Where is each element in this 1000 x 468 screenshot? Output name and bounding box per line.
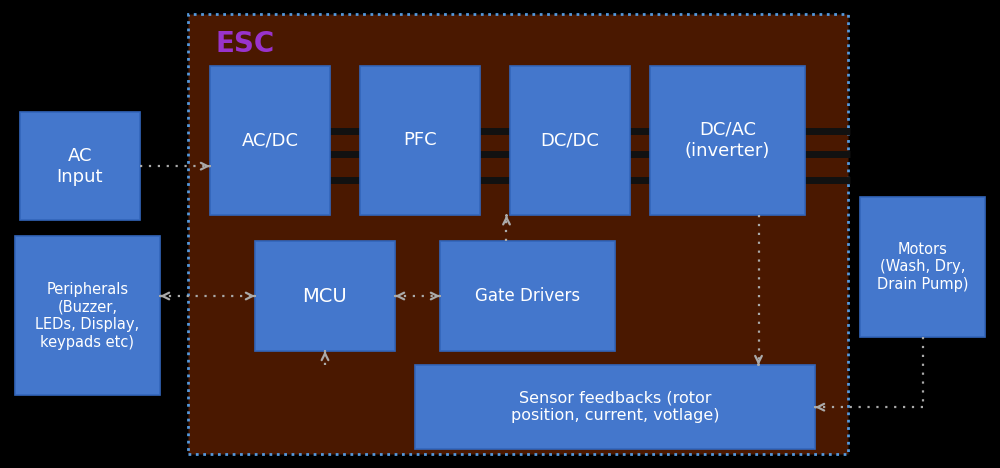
Text: PFC: PFC	[403, 132, 437, 149]
Text: Motors
(Wash, Dry,
Drain Pump): Motors (Wash, Dry, Drain Pump)	[877, 242, 968, 292]
FancyBboxPatch shape	[15, 236, 160, 395]
Text: DC/AC
(inverter): DC/AC (inverter)	[685, 121, 770, 160]
Text: AC/DC: AC/DC	[242, 132, 298, 149]
FancyBboxPatch shape	[415, 365, 815, 449]
FancyBboxPatch shape	[188, 14, 848, 454]
Text: Peripherals
(Buzzer,
LEDs, Display,
keypads etc): Peripherals (Buzzer, LEDs, Display, keyp…	[35, 282, 140, 350]
Text: ESC: ESC	[215, 30, 274, 58]
Text: Sensor feedbacks (rotor
position, current, votlage): Sensor feedbacks (rotor position, curren…	[511, 391, 719, 424]
FancyBboxPatch shape	[360, 66, 480, 215]
FancyBboxPatch shape	[860, 197, 985, 337]
Text: Gate Drivers: Gate Drivers	[475, 287, 580, 305]
FancyBboxPatch shape	[20, 112, 140, 220]
FancyBboxPatch shape	[510, 66, 630, 215]
Text: MCU: MCU	[303, 286, 347, 306]
Text: DC/DC: DC/DC	[541, 132, 599, 149]
FancyBboxPatch shape	[210, 66, 330, 215]
FancyBboxPatch shape	[650, 66, 805, 215]
FancyBboxPatch shape	[255, 241, 395, 351]
Text: AC
Input: AC Input	[57, 147, 103, 185]
FancyBboxPatch shape	[440, 241, 615, 351]
